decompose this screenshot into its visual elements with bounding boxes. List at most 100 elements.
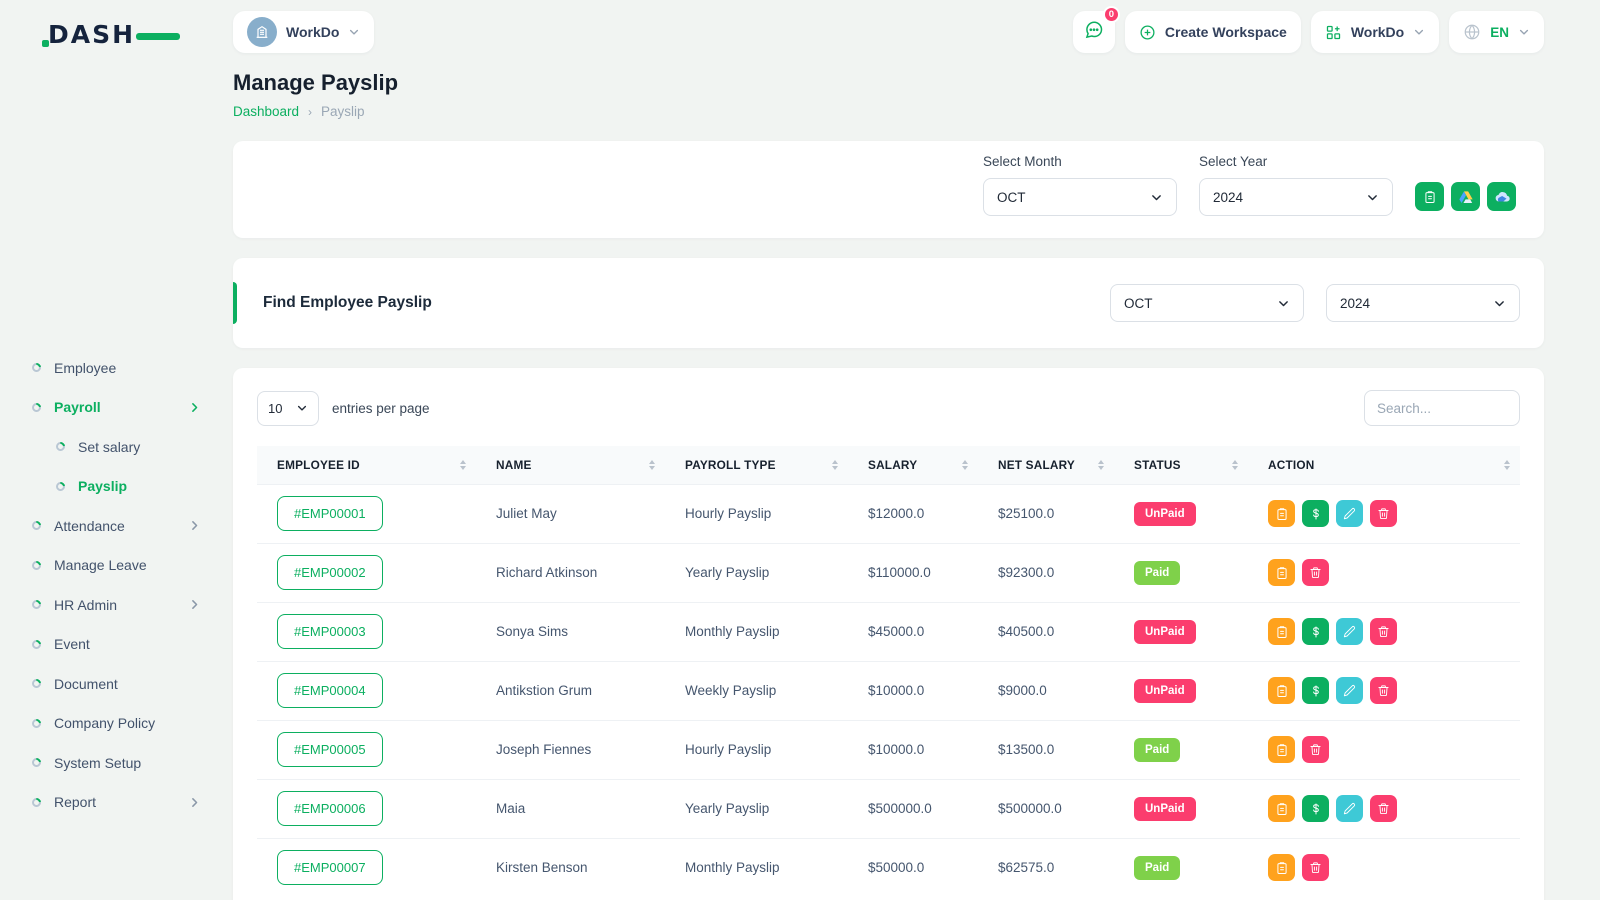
column-header-net-salary[interactable]: NET SALARY	[978, 446, 1114, 484]
delete-button[interactable]	[1370, 500, 1397, 527]
sidebar: DASH RetainerInvoicePurchasesProjectsAcc…	[0, 0, 225, 900]
export-payslip-button[interactable]	[1415, 182, 1444, 211]
payslip-button[interactable]	[1268, 618, 1295, 645]
sort-icon[interactable]	[1504, 459, 1510, 470]
workspace-selector[interactable]: WorkDo	[233, 11, 375, 53]
edit-button[interactable]	[1336, 618, 1363, 645]
sidebar-item-document[interactable]: Document	[12, 664, 213, 704]
employee-id-button[interactable]: #EMP00007	[277, 850, 383, 886]
sort-icon[interactable]	[1098, 459, 1104, 470]
select-year-label: Select Year	[1199, 154, 1268, 169]
payslip-button[interactable]	[1268, 795, 1295, 822]
bullet-icon	[30, 637, 43, 651]
delete-button[interactable]	[1370, 795, 1397, 822]
sidebar-item-payroll[interactable]: Payroll	[12, 388, 213, 428]
delete-button[interactable]	[1370, 677, 1397, 704]
find-month-select[interactable]: OCT	[1110, 284, 1304, 322]
employee-id-button[interactable]: #EMP00006	[277, 791, 383, 826]
page-title: Manage Payslip	[233, 70, 399, 95]
status-cell: Paid	[1114, 542, 1248, 602]
chevron-down-icon	[1366, 191, 1379, 204]
payslip-button[interactable]	[1268, 500, 1295, 527]
sidebar-item-manage-leave[interactable]: Manage Leave	[12, 546, 213, 586]
onedrive-button[interactable]	[1487, 182, 1516, 211]
status-cell: UnPaid	[1114, 601, 1248, 661]
delete-button[interactable]	[1302, 736, 1329, 763]
pay-button[interactable]	[1302, 677, 1329, 704]
year-select[interactable]: 2024	[1199, 178, 1393, 216]
workdo-menu-button[interactable]: WorkDo	[1310, 11, 1440, 53]
name-cell: Antikstion Grum	[476, 660, 665, 720]
employee-id-cell: #EMP00001	[257, 483, 476, 543]
salary-cell: $500000.0	[848, 778, 978, 838]
column-header-salary[interactable]: SALARY	[848, 446, 978, 484]
sidebar-item-attendance[interactable]: Attendance	[12, 506, 213, 546]
sidebar-item-event[interactable]: Event	[12, 625, 213, 665]
payslip-button[interactable]	[1268, 854, 1295, 882]
payroll-type-cell: Monthly Payslip	[665, 601, 848, 661]
name-cell: Kirsten Benson	[476, 837, 665, 897]
sidebar-item-payslip[interactable]: Payslip	[12, 467, 213, 507]
employee-id-button[interactable]: #EMP00001	[277, 496, 383, 531]
sidebar-item-label: Manage Leave	[54, 557, 147, 574]
entries-per-page-select[interactable]: 10	[257, 390, 319, 426]
sidebar-item-report[interactable]: Report	[12, 783, 213, 823]
sidebar-item-hr-admin[interactable]: HR Admin	[12, 585, 213, 625]
delete-button[interactable]	[1302, 854, 1329, 882]
payslip-button[interactable]	[1268, 736, 1295, 763]
employee-id-button[interactable]: #EMP00005	[277, 732, 383, 767]
column-header-name[interactable]: NAME	[476, 446, 665, 484]
sidebar-item-set-salary[interactable]: Set salary	[12, 427, 213, 467]
sort-icon[interactable]	[1232, 459, 1238, 470]
pay-button[interactable]	[1302, 795, 1329, 822]
pay-button[interactable]	[1302, 618, 1329, 645]
employee-id-button[interactable]: #EMP00003	[277, 614, 383, 649]
sidebar-item-company-policy[interactable]: Company Policy	[12, 704, 213, 744]
bullet-icon	[30, 716, 43, 730]
find-year-select[interactable]: 2024	[1326, 284, 1520, 322]
sidebar-item-label: Company Policy	[54, 715, 156, 732]
column-header-status[interactable]: STATUS	[1114, 446, 1248, 484]
sort-icon[interactable]	[832, 459, 838, 470]
payslip-button[interactable]	[1268, 559, 1295, 586]
table-row: #EMP00002 Richard Atkinson Yearly Payslip $…	[257, 542, 1520, 602]
payroll-type-cell: Monthly Payslip	[665, 837, 848, 897]
payslip-button[interactable]	[1268, 677, 1295, 704]
column-header-employee-id[interactable]: EMPLOYEE ID	[257, 446, 476, 484]
action-cell	[1248, 542, 1520, 602]
pay-button[interactable]	[1302, 500, 1329, 527]
sidebar-item-employee[interactable]: Employee	[12, 348, 213, 388]
breadcrumb-dashboard-link[interactable]: Dashboard	[233, 104, 300, 119]
table-row: #EMP00003 Sonya Sims Monthly Payslip $45000…	[257, 601, 1520, 661]
table-header-row: EMPLOYEE ID NAME PAYROLL TYPE SALARY NET SAL…	[257, 446, 1520, 484]
employee-id-button[interactable]: #EMP00002	[277, 555, 383, 590]
google-drive-button[interactable]	[1451, 182, 1480, 211]
sort-icon[interactable]	[460, 459, 466, 470]
language-selector[interactable]: EN	[1449, 11, 1544, 53]
delete-button[interactable]	[1302, 559, 1329, 586]
month-select[interactable]: OCT	[983, 178, 1177, 216]
salary-cell: $110000.0	[848, 542, 978, 602]
name-cell: Juliet May	[476, 483, 665, 543]
delete-button[interactable]	[1370, 618, 1397, 645]
sort-icon[interactable]	[649, 459, 655, 470]
sidebar-item-label: Report	[54, 794, 97, 811]
sort-icon[interactable]	[962, 459, 968, 470]
chevron-down-icon	[1518, 26, 1530, 38]
status-badge: UnPaid	[1134, 678, 1196, 703]
edit-button[interactable]	[1336, 677, 1363, 704]
search-input[interactable]	[1364, 390, 1520, 426]
edit-button[interactable]	[1336, 500, 1363, 527]
create-workspace-button[interactable]: Create Workspace	[1124, 11, 1301, 53]
table-row: #EMP00004 Antikstion Grum Weekly Payslip $1…	[257, 660, 1520, 720]
status-badge: UnPaid	[1134, 619, 1196, 644]
app-logo: DASH	[42, 20, 180, 52]
messages-button[interactable]: 0	[1072, 6, 1120, 53]
sidebar-item-system-setup[interactable]: System Setup	[12, 743, 213, 783]
column-label: NAME	[496, 457, 532, 472]
edit-button[interactable]	[1336, 795, 1363, 822]
breadcrumb-separator-icon: ›	[308, 104, 313, 119]
employee-id-button[interactable]: #EMP00004	[277, 673, 383, 708]
column-header-action[interactable]: ACTION	[1248, 446, 1520, 484]
column-header-payroll-type[interactable]: PAYROLL TYPE	[665, 446, 848, 484]
